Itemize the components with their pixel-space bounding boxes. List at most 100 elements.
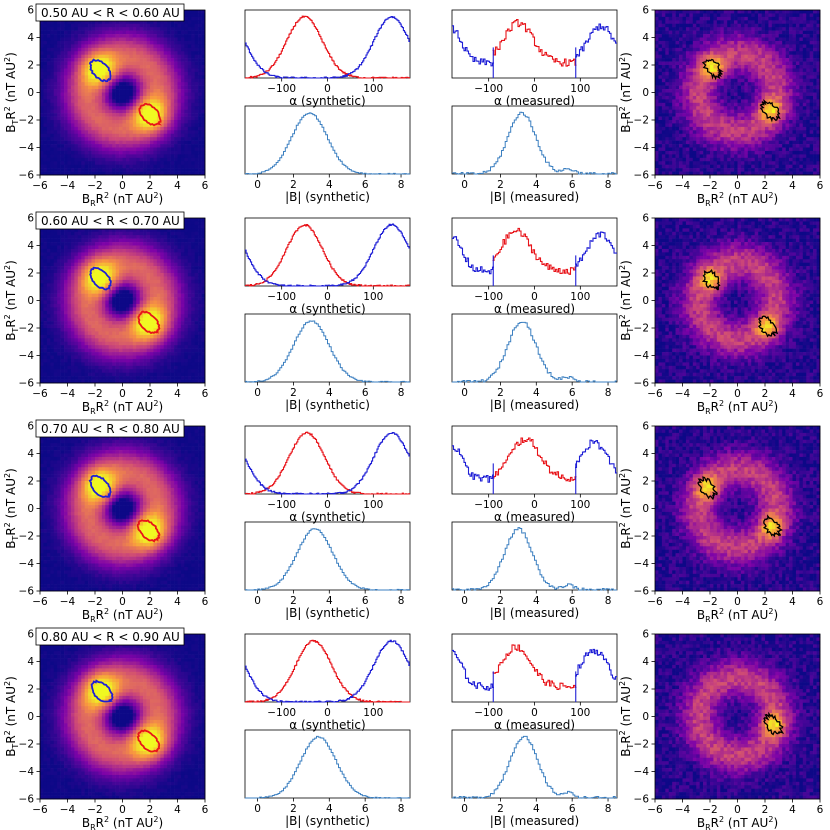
x-tick-label: 4 [533,803,540,815]
x-tick-label: 0 [531,499,538,511]
y-tick-label: −4 [19,350,35,362]
B-synthetic-hist [245,320,410,383]
alpha-red-series [492,644,577,690]
bin-label-box [35,211,185,230]
alpha-red-series [245,431,410,495]
x-axis-label: α (measured) [494,510,575,524]
y-tick-label: 4 [27,32,34,44]
y-tick-label: −6 [19,794,35,806]
y-tick-label: −2 [19,323,34,335]
x-tick-label: −100 [267,707,296,719]
x-tick-label: 6 [362,803,369,815]
x-tick-label: 6 [202,804,209,816]
y-tick-label: 0 [27,503,34,515]
y-tick-label: −6 [634,794,650,806]
x-tick-label: 2 [290,595,297,607]
x-axis-label: |B| (measured) [490,398,579,412]
x-tick-label: 2 [497,387,504,399]
x-tick-label: 0 [734,180,741,192]
alpha-red-series [492,437,577,482]
y-axis-label: BTR2 (nT AU2) [3,52,20,133]
y-tick-label: −2 [19,739,34,751]
x-tick-label: 2 [147,804,154,816]
alpha-blue-series [575,23,617,58]
alpha-blue-series [245,639,410,703]
y-tick-label: 0 [27,295,34,307]
x-tick-label: −2 [87,180,102,192]
x-tick-label: −2 [702,596,717,608]
x-tick-label: 4 [174,596,181,608]
x-tick-label: −4 [675,180,691,192]
B-measured-panel: 0 2 4 6 8 |B| (measured) [451,729,618,828]
y-tick-label: −2 [634,531,649,543]
x-tick-label: −4 [60,804,76,816]
y-tick-label: −6 [19,170,35,182]
y-tick-label: 6 [642,629,649,641]
x-tick-label: 0 [531,291,538,303]
y-tick-label: 4 [642,656,649,668]
bin-label: 0.60 AU < R < 0.70 AU [41,214,180,228]
alpha-blue-series [245,223,410,287]
x-tick-label: 100 [363,291,383,303]
y-axis-label: BTR2 (nT AU2) [618,52,635,133]
y-axis-label: BTR2 (nT AU2) [3,468,20,549]
x-tick-label: 0 [324,291,331,303]
x-axis-label: BRR2 (nT AU2) [697,191,778,208]
x-axis-label: BRR2 (nT AU2) [82,815,163,830]
x-tick-label: 6 [362,387,369,399]
y-tick-label: −4 [634,558,650,570]
axes-frame [451,425,618,495]
alpha-red-series [245,224,410,287]
x-tick-label: −100 [267,291,296,303]
y-tick-label: 0 [27,87,34,99]
x-tick-label: −2 [702,388,717,400]
x-tick-label: 0 [531,83,538,95]
x-tick-label: 2 [762,388,769,400]
measured-map-panel: −6−6 −4 −4 −2 −2 0 0 2 2 4 4 6 6 BRR2 (nT AU2) BTR2 (n… [618,629,824,830]
alpha-red-series [245,15,410,79]
x-tick-label: 100 [570,707,590,719]
x-tick-label: 6 [817,180,824,192]
x-tick-label: 8 [605,387,612,399]
alpha-blue-series [575,648,617,680]
y-tick-label: −6 [19,378,35,390]
y-tick-label: 4 [642,32,649,44]
x-tick-label: 4 [174,804,181,816]
x-tick-label: 0 [119,180,126,192]
x-tick-label: 4 [174,180,181,192]
x-tick-label: 4 [326,387,333,399]
alpha-red-series [492,19,577,67]
y-axis-label: BTR2 (nT AU2) [3,676,20,757]
x-tick-label: 8 [398,595,405,607]
x-tick-label: 8 [398,179,405,191]
x-tick-label: 6 [362,179,369,191]
y-tick-label: 2 [642,268,649,280]
axes-frame [244,105,411,175]
y-tick-label: −6 [634,378,650,390]
y-tick-label: −4 [19,766,35,778]
B-synthetic-hist [245,112,410,175]
axes-frame [451,729,618,799]
y-tick-label: −6 [634,170,650,182]
x-tick-label: 4 [533,595,540,607]
y-tick-label: 6 [27,421,34,433]
y-tick-label: −4 [634,142,650,154]
x-tick-label: −4 [675,804,691,816]
x-tick-label: 8 [398,387,405,399]
x-axis-label: α (synthetic) [289,510,365,524]
x-tick-label: 100 [570,499,590,511]
B-synthetic-hist [245,528,410,591]
x-tick-label: 100 [363,707,383,719]
alpha-blue-series [245,431,410,495]
y-tick-label: 2 [27,60,34,72]
x-tick-label: −6 [647,388,663,400]
alpha-blue-series [575,439,617,474]
x-axis-label: α (measured) [494,718,575,732]
x-tick-label: −2 [702,804,717,816]
B-measured-panel: 0 2 4 6 8 |B| (measured) [451,521,618,620]
y-tick-label: 6 [27,629,34,641]
x-tick-label: 0 [531,707,538,719]
x-axis-label: |B| (measured) [490,190,579,204]
